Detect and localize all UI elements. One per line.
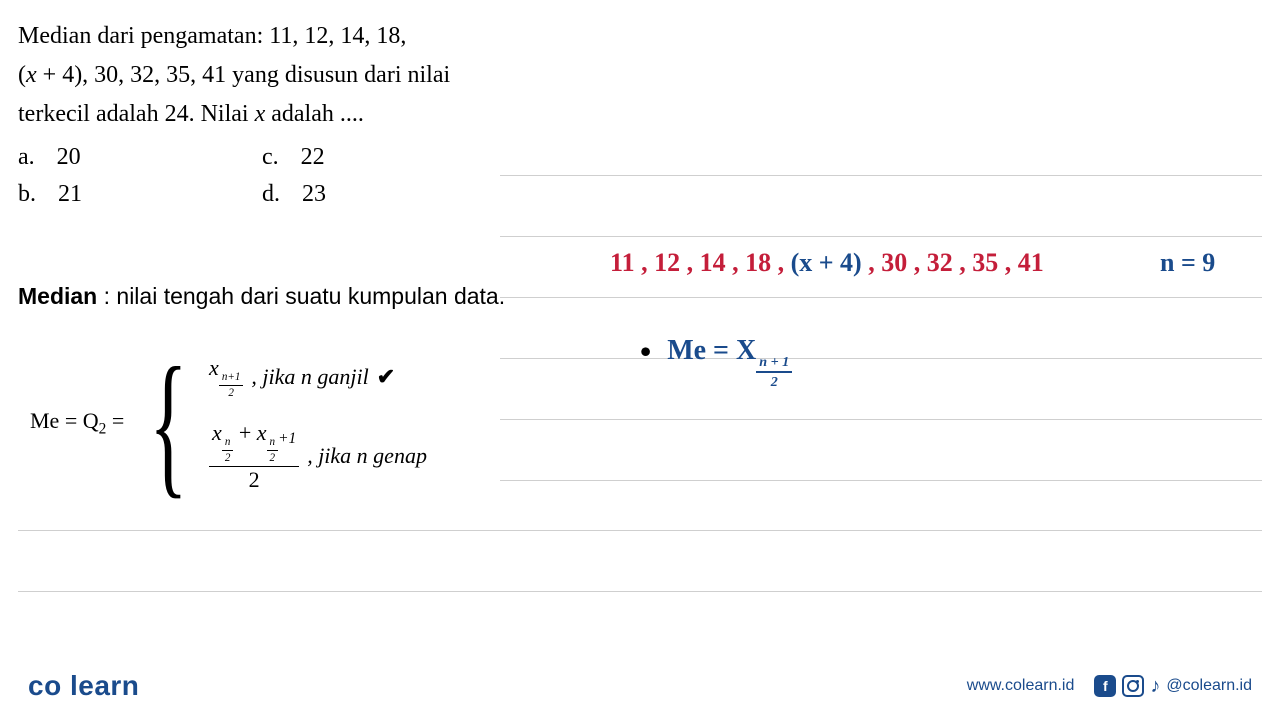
median-text: : nilai tengah dari suatu kumpulan data. <box>97 283 505 309</box>
median-formula: Me = Q2 = { xn+12 , jika n ganjil ✔ xn2 … <box>30 355 427 491</box>
q3a: terkecil adalah 24. Nilai <box>18 101 255 127</box>
social-icons: f ♪ @colearn.id <box>1094 675 1252 698</box>
facebook-icon: f <box>1094 675 1116 697</box>
case-even: xn2 + xn2+1 2 , jika n genap <box>209 422 427 492</box>
c2x2: x <box>257 420 267 445</box>
bullet-icon: • <box>640 335 651 367</box>
case2-num: xn2 + xn2+1 <box>209 422 299 468</box>
c2f2n: n <box>267 437 279 451</box>
handwritten-median: • Me = Xn + 12 <box>640 335 792 389</box>
c2f1: n2 <box>222 437 234 464</box>
footer: co learn www.colearn.id f ♪ @colearn.id <box>28 670 1252 702</box>
me-frac: n + 12 <box>756 355 792 389</box>
c2s2: n2+1 <box>267 432 297 449</box>
ruled-lines-right <box>500 175 1262 541</box>
c2f2: n2 <box>267 437 279 464</box>
c2f1n: n <box>222 437 234 451</box>
choice-d: d. 23 <box>262 181 326 208</box>
rule-line <box>500 175 1262 176</box>
choice-c-key: c. <box>262 144 279 171</box>
choice-d-val: 23 <box>302 181 326 208</box>
me-expr: Me = Xn + 12 <box>667 335 792 389</box>
handwritten-data: 11 , 12 , 14 , 18 , (x + 4) , 30 , 32 , … <box>610 248 1044 278</box>
instagram-icon <box>1122 675 1144 697</box>
c2s1: n2 <box>222 432 234 449</box>
social-handle: @colearn.id <box>1166 677 1252 695</box>
rule-line <box>500 480 1262 481</box>
q2-var: x <box>26 62 37 88</box>
c2x1: x <box>212 420 222 445</box>
case-odd: xn+12 , jika n ganjil ✔ <box>209 355 427 400</box>
question-line-1: Median dari pengamatan: 11, 12, 14, 18, <box>18 18 1262 55</box>
me-sub: n + 12 <box>756 350 792 371</box>
c1-den: 2 <box>228 386 234 399</box>
question-line-3: terkecil adalah 24. Nilai x adalah .... <box>18 96 1262 133</box>
formula-lhs: Me = Q2 = <box>30 408 124 438</box>
lhs-text: Me = Q <box>30 408 99 433</box>
rule-line <box>500 297 1262 298</box>
choice-c-val: 22 <box>301 144 325 171</box>
check-icon: ✔ <box>377 364 395 390</box>
logo-a: co <box>28 670 62 701</box>
median-label: Median <box>18 283 97 309</box>
choice-d-key: d. <box>262 181 280 208</box>
page-root: Median dari pengamatan: 11, 12, 14, 18, … <box>0 0 1280 720</box>
question-line-2: (x + 4), 30, 32, 35, 41 yang disusun dar… <box>18 57 1262 94</box>
choice-a-val: 20 <box>57 144 81 171</box>
handwritten-n: n = 9 <box>1160 248 1215 278</box>
mc-col-2: c. 22 d. 23 <box>262 144 326 218</box>
case1-label: , jika n ganjil <box>251 364 368 390</box>
lhs-eq: = <box>106 408 124 433</box>
question-block: Median dari pengamatan: 11, 12, 14, 18, … <box>18 18 1262 134</box>
mc-col-1: a. 20 b. 21 <box>18 144 82 218</box>
rule-line <box>500 419 1262 420</box>
me-num: n + 1 <box>756 355 792 373</box>
q3-var: x <box>255 101 266 127</box>
c1-sub: n+12 <box>219 367 244 384</box>
footer-url: www.colearn.id <box>967 677 1075 695</box>
c2f2d: 2 <box>270 451 276 464</box>
c1-frac: n+12 <box>219 372 244 399</box>
logo-b: learn <box>70 670 139 701</box>
q2-rest: + 4), 30, 32, 35, 41 yang disusun dari n… <box>37 62 451 88</box>
choice-a: a. 20 <box>18 144 82 171</box>
formula-cases: xn+12 , jika n ganjil ✔ xn2 + xn2+1 2 , … <box>209 355 427 491</box>
hd-paren: (x + 4) <box>791 248 862 277</box>
choice-b-key: b. <box>18 181 36 208</box>
rule-line <box>18 530 1262 531</box>
case2-den: 2 <box>249 467 260 491</box>
case2-label: , jika n genap <box>307 443 427 469</box>
tiktok-icon: ♪ <box>1150 675 1160 698</box>
rule-line <box>500 358 1262 359</box>
rule-line <box>500 236 1262 237</box>
footer-right: www.colearn.id f ♪ @colearn.id <box>967 675 1252 698</box>
choice-c: c. 22 <box>262 144 326 171</box>
rule-line <box>18 591 1262 592</box>
c2f2p: +1 <box>278 430 296 447</box>
q3b: adalah .... <box>265 101 364 127</box>
case2-bigfrac: xn2 + xn2+1 2 <box>209 422 299 492</box>
c1-num: n+1 <box>219 372 244 386</box>
me-den: 2 <box>771 373 778 389</box>
c1x: x <box>209 355 219 380</box>
q2-prefix: ( <box>18 62 26 88</box>
brand-logo: co learn <box>28 670 139 702</box>
choice-b: b. 21 <box>18 181 82 208</box>
hd-suffix: , 30 , 32 , 35 , 41 <box>862 248 1044 277</box>
ruled-lines-full <box>18 530 1262 652</box>
hd-prefix: 11 , 12 , 14 , 18 , <box>610 248 791 277</box>
choice-a-key: a. <box>18 144 35 171</box>
c2f1d: 2 <box>225 451 231 464</box>
choice-b-val: 21 <box>58 181 82 208</box>
c2plus: + <box>233 420 256 445</box>
me-lhs: Me = X <box>667 335 756 366</box>
case1-x: xn+12 <box>209 355 243 400</box>
median-definition: Median : nilai tengah dari suatu kumpula… <box>18 283 505 310</box>
